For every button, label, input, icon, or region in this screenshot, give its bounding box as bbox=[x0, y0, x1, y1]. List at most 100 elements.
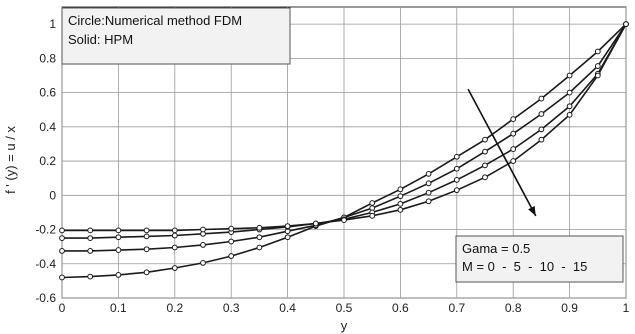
series-3-point bbox=[566, 103, 573, 110]
method-note-line-1: Circle:Numerical method FDM bbox=[68, 13, 242, 28]
series-1-point bbox=[566, 72, 573, 79]
series-4-point bbox=[425, 198, 432, 205]
series-3-point bbox=[510, 146, 517, 152]
series-1-point bbox=[228, 253, 235, 259]
series-3-point bbox=[425, 189, 432, 196]
series-2-point bbox=[59, 248, 65, 254]
x-tick-label: 0.9 bbox=[561, 301, 578, 315]
series-2-point bbox=[397, 193, 404, 200]
series-2-point bbox=[425, 180, 432, 187]
series-4-point bbox=[453, 187, 460, 194]
series-4-point bbox=[284, 223, 291, 230]
series-3-point bbox=[115, 234, 122, 241]
method-note-line-2: Solid: HPM bbox=[68, 32, 133, 47]
x-tick-label: 0.5 bbox=[336, 301, 353, 315]
series-1-point bbox=[87, 273, 94, 280]
x-tick-label: 0.4 bbox=[279, 301, 296, 315]
y-tick-label: -0.6 bbox=[35, 291, 56, 305]
y-tick-labels: -0.6 -0.4 -0.2 0 0.2 0.4 0.6 0.8 1 bbox=[35, 17, 56, 305]
series-1-point bbox=[115, 271, 122, 278]
y-tick-label: 0.8 bbox=[39, 51, 56, 65]
series-4-point bbox=[566, 111, 573, 118]
series-4-point bbox=[369, 212, 376, 219]
y-tick-label: 1 bbox=[49, 17, 56, 31]
x-tick-labels: 0 0.1 0.2 0.3 0.4 0.5 0.6 0.7 0.8 0.9 1 bbox=[59, 301, 630, 315]
series-1-point bbox=[200, 260, 206, 266]
series-1-point bbox=[453, 153, 460, 160]
trend-arrow-head bbox=[528, 205, 536, 216]
series-3-point bbox=[482, 162, 488, 169]
y-tick-label: 0 bbox=[49, 188, 56, 202]
x-tick-label: 0 bbox=[59, 301, 66, 315]
series-2-point bbox=[482, 148, 488, 155]
series-1-point bbox=[538, 95, 545, 102]
series-1-point bbox=[397, 186, 404, 193]
series-2-point bbox=[115, 247, 122, 253]
x-tick-label: 0.6 bbox=[392, 301, 409, 315]
series-4-point bbox=[200, 226, 206, 233]
y-tick-label: 0.4 bbox=[39, 120, 56, 134]
series-3-point bbox=[171, 232, 178, 239]
series-4-point bbox=[59, 227, 65, 234]
series-4-point bbox=[341, 217, 347, 224]
series-3-point bbox=[87, 235, 94, 241]
series-1-point bbox=[59, 274, 65, 281]
y-tick-label: -0.4 bbox=[35, 257, 56, 271]
method-note-box: Circle:Numerical method FDM Solid: HPM bbox=[61, 7, 291, 65]
series-4-point bbox=[143, 227, 150, 234]
series-1-point bbox=[425, 170, 432, 177]
series-4-point bbox=[538, 136, 545, 143]
series-4-point bbox=[256, 224, 263, 231]
series-1-point bbox=[594, 48, 601, 55]
x-axis-title: y bbox=[341, 318, 348, 333]
param-note-frame bbox=[455, 235, 624, 283]
series-2-point bbox=[538, 111, 545, 117]
y-axis-title: f ' (y) = u / x bbox=[3, 126, 18, 194]
series-4-point bbox=[228, 225, 235, 232]
series-markers bbox=[59, 21, 629, 281]
series-2-point bbox=[510, 130, 517, 137]
y-tick-label: 0.2 bbox=[39, 154, 56, 168]
series-2-point bbox=[171, 244, 178, 251]
series-2-point bbox=[87, 248, 94, 254]
series-3-point bbox=[59, 235, 65, 241]
series-1-point bbox=[143, 269, 150, 276]
series-4-point bbox=[594, 72, 601, 79]
series-1-point bbox=[482, 136, 488, 143]
param-note-line-1: Gama = 0.5 bbox=[462, 241, 530, 256]
series-2-point bbox=[566, 89, 573, 96]
series-4-point bbox=[312, 220, 319, 227]
series-1-point bbox=[510, 116, 517, 123]
trend-arrow-shaft bbox=[467, 88, 537, 217]
series-4-point bbox=[115, 227, 122, 234]
series-3-point bbox=[397, 200, 404, 207]
series-4-point bbox=[623, 21, 629, 28]
x-tick-label: 0.3 bbox=[223, 301, 240, 315]
series-4-point bbox=[87, 227, 94, 234]
x-tick-label: 1 bbox=[623, 301, 630, 315]
series-2-point bbox=[453, 165, 460, 172]
series-3-point bbox=[143, 233, 150, 240]
param-note-line-2: M = 0 - 5 - 10 - 15 bbox=[462, 259, 587, 274]
method-note-frame bbox=[61, 7, 291, 65]
series-1-point bbox=[369, 200, 376, 206]
series-1-point bbox=[171, 265, 178, 271]
x-tick-label: 0.2 bbox=[166, 301, 183, 315]
y-tick-label: -0.2 bbox=[35, 223, 56, 237]
series-2-point bbox=[200, 242, 206, 248]
series-2-point bbox=[228, 238, 235, 245]
trend-arrow bbox=[467, 88, 537, 217]
x-tick-label: 0.7 bbox=[448, 301, 465, 315]
series-1-point bbox=[256, 244, 263, 251]
series-1-point bbox=[284, 234, 291, 241]
series-2-point bbox=[143, 246, 150, 253]
y-tick-label: 0.6 bbox=[39, 86, 56, 100]
series-4-point bbox=[171, 227, 178, 234]
series-4-point bbox=[397, 206, 404, 213]
param-note-box: Gama = 0.5 M = 0 - 5 - 10 - 15 bbox=[455, 235, 624, 283]
x-tick-label: 0.8 bbox=[505, 301, 522, 315]
series-4-point bbox=[510, 158, 517, 164]
x-tick-label: 0.1 bbox=[110, 301, 127, 315]
series-2-point bbox=[594, 63, 601, 69]
